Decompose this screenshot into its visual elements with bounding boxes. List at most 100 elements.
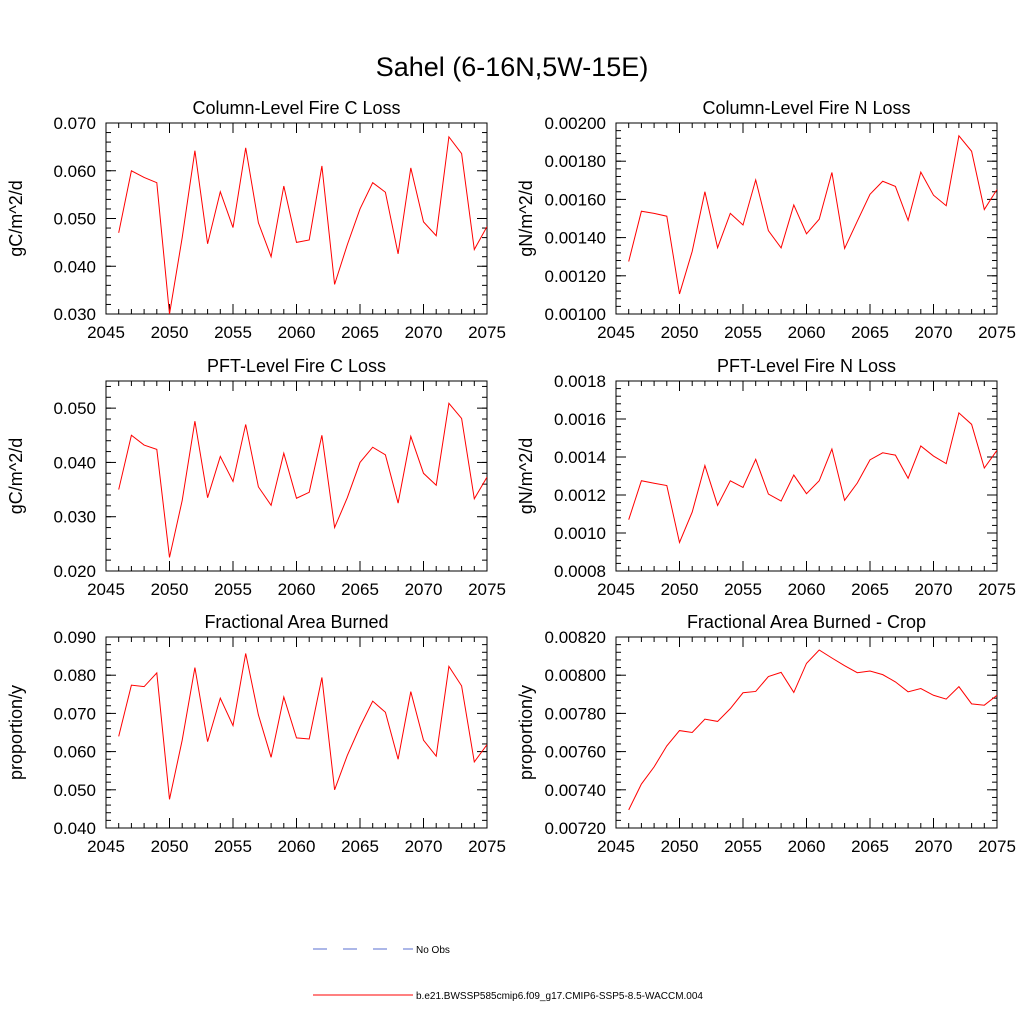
panel-2: 2045 2050 2055 2060 2065 2070 2075 0.00100 0.001… [516, 98, 1016, 342]
y-tick-label: 0.0014 [554, 448, 606, 467]
x-tick-label: 2055 [214, 837, 252, 856]
panel-4: 2045 2050 2055 2060 2065 2070 2075 0.0008 0.0010… [516, 356, 1016, 599]
x-tick-label: 2065 [851, 323, 889, 342]
legend-label-no-obs: No Obs [416, 945, 450, 956]
legend-label-model: b.e21.BWSSP585cmip6.f09_g17.CMIP6-SSP5-8… [416, 991, 703, 1002]
x-tick-label: 2050 [151, 837, 189, 856]
plot-frame [615, 122, 998, 315]
x-tick-label: 2075 [468, 837, 506, 856]
y-tick-label: 0.00740 [545, 781, 606, 800]
x-tick-label: 2060 [788, 323, 826, 342]
x-tick-label: 2075 [468, 580, 506, 599]
plot-frame [615, 636, 998, 829]
x-tick-label: 2060 [278, 837, 316, 856]
y-tick-label: 0.060 [53, 743, 96, 762]
y-tick-label: 0.00780 [545, 704, 606, 723]
series-line [628, 649, 997, 811]
y-tick-label: 0.080 [53, 666, 96, 685]
x-tick-label: 2075 [978, 323, 1016, 342]
x-tick-label: 2070 [915, 837, 953, 856]
y-tick-label: 0.050 [53, 210, 96, 229]
x-tick-label: 2045 [597, 580, 635, 599]
panel-title: Fractional Area Burned [204, 612, 388, 632]
y-tick-label: 0.00760 [545, 743, 606, 762]
x-tick-label: 2055 [724, 580, 762, 599]
y-tick-label: 0.00180 [545, 152, 606, 171]
y-tick-label: 0.00160 [545, 190, 606, 209]
y-tick-label: 0.060 [53, 162, 96, 181]
series-line [118, 135, 487, 314]
x-tick-label: 2060 [788, 580, 826, 599]
y-tick-label: 0.070 [53, 114, 96, 133]
panel-title: PFT-Level Fire N Loss [717, 356, 896, 376]
y-tick-label: 0.00100 [545, 305, 606, 324]
y-tick-label: 0.030 [53, 305, 96, 324]
x-tick-label: 2045 [87, 580, 125, 599]
y-axis-label: gC/m^2/d [6, 180, 26, 256]
y-axis-label: gN/m^2/d [516, 438, 536, 514]
x-tick-label: 2065 [341, 580, 379, 599]
panel-1: 2045 2050 2055 2060 2065 2070 2075 0.030 0.040 0.… [6, 98, 506, 342]
y-tick-label: 0.0012 [554, 486, 606, 505]
series-line [628, 134, 997, 295]
y-tick-label: 0.0016 [554, 410, 606, 429]
x-tick-label: 2070 [915, 323, 953, 342]
x-tick-label: 2050 [661, 580, 699, 599]
x-tick-label: 2065 [341, 837, 379, 856]
y-tick-label: 0.090 [53, 628, 96, 647]
y-tick-label: 0.050 [53, 399, 96, 418]
y-tick-label: 0.070 [53, 704, 96, 723]
x-tick-label: 2060 [278, 580, 316, 599]
x-tick-label: 2075 [978, 580, 1016, 599]
y-tick-label: 0.040 [53, 257, 96, 276]
x-tick-label: 2050 [151, 323, 189, 342]
x-tick-label: 2075 [468, 323, 506, 342]
y-tick-label: 0.00200 [545, 114, 606, 133]
y-axis-label: proportion/y [6, 685, 26, 780]
panel-5: 2045 2050 2055 2060 2065 2070 2075 0.040 0.050 0.… [6, 612, 506, 856]
y-tick-label: 0.00720 [545, 819, 606, 838]
y-tick-label: 0.00140 [545, 229, 606, 248]
y-tick-label: 0.0010 [554, 524, 606, 543]
y-tick-label: 0.020 [53, 562, 96, 581]
y-axis-label: gC/m^2/d [6, 438, 26, 514]
y-tick-label: 0.00820 [545, 628, 606, 647]
x-tick-label: 2065 [341, 323, 379, 342]
y-tick-label: 0.0018 [554, 372, 606, 391]
plot-frame [105, 380, 488, 572]
x-tick-label: 2050 [661, 323, 699, 342]
x-tick-label: 2050 [661, 837, 699, 856]
x-tick-label: 2065 [851, 580, 889, 599]
x-tick-label: 2055 [214, 323, 252, 342]
panel-title: Column-Level Fire N Loss [702, 98, 910, 118]
y-axis-label: proportion/y [516, 685, 536, 780]
x-tick-label: 2055 [214, 580, 252, 599]
x-tick-label: 2045 [87, 837, 125, 856]
series-line [118, 402, 487, 558]
panel-title: Column-Level Fire C Loss [192, 98, 400, 118]
y-tick-label: 0.00120 [545, 267, 606, 286]
x-tick-label: 2050 [151, 580, 189, 599]
y-tick-label: 0.00800 [545, 666, 606, 685]
y-tick-label: 0.030 [53, 508, 96, 527]
x-tick-label: 2055 [724, 323, 762, 342]
x-tick-label: 2045 [597, 323, 635, 342]
x-tick-label: 2070 [915, 580, 953, 599]
y-tick-label: 0.040 [53, 819, 96, 838]
y-tick-label: 0.040 [53, 453, 96, 472]
plot-frame [105, 122, 488, 315]
y-axis-label: gN/m^2/d [516, 180, 536, 256]
x-tick-label: 2045 [597, 837, 635, 856]
x-tick-label: 2060 [278, 323, 316, 342]
series-line [118, 653, 487, 800]
y-tick-label: 0.050 [53, 781, 96, 800]
panel-title: PFT-Level Fire C Loss [207, 356, 386, 376]
panel-6: 2045 2050 2055 2060 2065 2070 2075 0.00720 0.007… [516, 612, 1016, 856]
figure-title: Sahel (6-16N,5W-15E) [376, 52, 649, 82]
panel-title: Fractional Area Burned - Crop [687, 612, 926, 632]
series-line [628, 411, 997, 545]
x-tick-label: 2055 [724, 837, 762, 856]
y-tick-label: 0.0008 [554, 562, 606, 581]
x-tick-label: 2070 [405, 323, 443, 342]
